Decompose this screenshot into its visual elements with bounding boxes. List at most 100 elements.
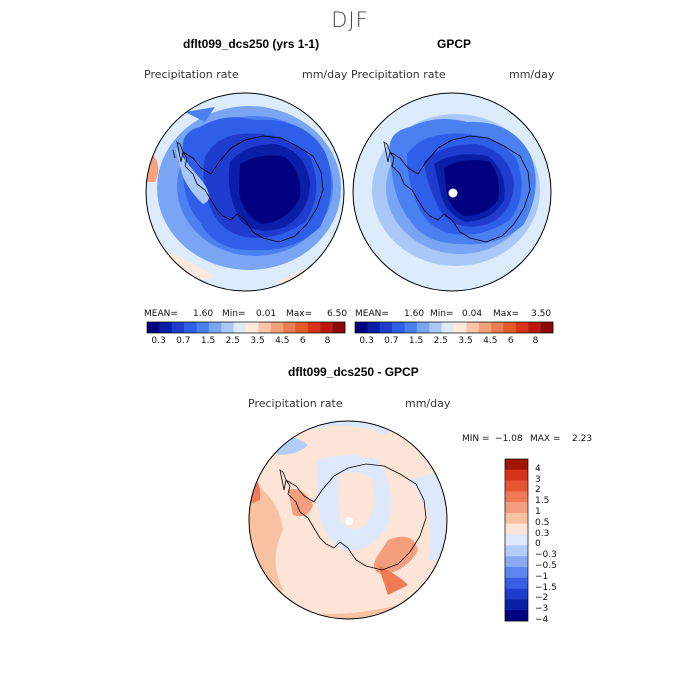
colorbar-swatch — [505, 469, 528, 481]
colorbar-tick-label: 8 — [324, 336, 331, 346]
diff-max-label: MAX = — [530, 434, 561, 444]
obs-max-label: Max= — [493, 309, 520, 319]
colorbar-swatch — [283, 322, 296, 333]
diff-colorbar — [504, 458, 529, 622]
season-title: DJF — [331, 8, 369, 32]
colorbar-tick-label: 4.5 — [275, 336, 290, 346]
colorbar-swatch — [196, 322, 210, 333]
colorbar-tick-label: 2.5 — [225, 336, 240, 346]
obs-colorbar-labels: 0.3 0.7 1.5 2.5 3.5 4.5 6 8 — [355, 336, 553, 348]
colorbar-swatch — [505, 480, 528, 492]
obs-colorbar — [354, 321, 554, 334]
colorbar-tick-label: −2 — [535, 593, 549, 604]
colorbar-swatch — [147, 322, 160, 333]
colorbar-swatch — [505, 567, 528, 579]
diff-polar-map — [248, 420, 448, 620]
model-mean-label: MEAN= — [144, 309, 178, 319]
colorbar-swatch — [429, 322, 442, 333]
colorbar-border — [146, 321, 346, 334]
colorbar-tick-label: 0.3 — [359, 336, 374, 346]
colorbar-tick-label: 6 — [299, 336, 306, 346]
obs-min-label: Min= — [430, 309, 454, 319]
colorbar-tick-label: 8 — [532, 336, 539, 346]
model-min-label: Min= — [222, 309, 246, 319]
colorbar-swatch — [416, 322, 430, 333]
colorbar-tick-label: 0.7 — [384, 336, 399, 346]
colorbar-swatch — [320, 322, 333, 333]
colorbar-tick-label: 4 — [535, 463, 541, 474]
colorbar-tick-label: 6 — [507, 336, 514, 346]
colorbar-swatch — [221, 322, 234, 333]
model-max-label: Max= — [286, 309, 313, 319]
colorbar-swatch — [505, 545, 528, 557]
diff-min-value: −1.08 — [495, 434, 523, 444]
colorbar-swatch — [295, 322, 309, 333]
colorbar-swatch — [505, 459, 528, 471]
colorbar-tick-label: 4.5 — [483, 336, 498, 346]
colorbar-swatch — [332, 322, 346, 333]
colorbar-border — [504, 458, 529, 622]
model-mean-value: 1.60 — [193, 309, 214, 319]
colorbar-tick-label: −0.5 — [535, 561, 557, 571]
diff-panel-title: dflt099_dcs250 - GPCP — [288, 365, 419, 379]
colorbar-tick-label: −1.5 — [535, 582, 557, 593]
obs-min-value: 0.04 — [462, 309, 483, 319]
colorbar-tick-label: 2.5 — [433, 336, 448, 346]
obs-units-label: mm/day — [509, 68, 555, 81]
colorbar-tick-label: 3.5 — [250, 336, 265, 346]
colorbar-swatch — [503, 322, 517, 333]
model-field-label: Precipitation rate — [144, 68, 239, 81]
diff-field-label: Precipitation rate — [248, 397, 343, 410]
colorbar-swatch — [505, 556, 528, 568]
model-max-value: 6.50 — [327, 309, 348, 319]
colorbar-swatch — [233, 322, 247, 333]
colorbar-swatch — [505, 588, 528, 600]
colorbar-swatch — [246, 322, 259, 333]
colorbar-tick-label: −4 — [535, 615, 549, 625]
colorbar-tick-label: 3.5 — [458, 336, 473, 346]
colorbar-swatch — [392, 322, 405, 333]
colorbar-swatch — [171, 322, 185, 333]
model-colorbar-labels: 0.3 0.7 1.5 2.5 3.5 4.5 6 8 — [147, 336, 345, 348]
model-units-label: mm/day — [302, 68, 348, 81]
obs-polar-map — [352, 92, 552, 292]
colorbar-tick-label: 1.5 — [200, 336, 216, 346]
colorbar-tick-label: 3 — [535, 474, 541, 485]
diff-min-label: MIN = — [462, 434, 490, 444]
colorbar-swatch — [505, 534, 528, 546]
colorbar-swatch — [505, 610, 528, 622]
colorbar-tick-label: 1 — [535, 507, 541, 517]
colorbar-tick-label: 1.5 — [408, 336, 424, 346]
obs-field-label: Precipitation rate — [351, 68, 446, 81]
colorbar-swatch — [528, 322, 541, 333]
colorbar-tick-label: 1.5 — [535, 496, 550, 507]
obs-max-value: 3.50 — [531, 309, 552, 319]
model-polar-map — [145, 92, 345, 292]
obs-panel-title: GPCP — [437, 37, 472, 51]
colorbar-swatch — [208, 322, 222, 333]
colorbar-swatch — [404, 322, 418, 333]
obs-mean-value: 1.60 — [404, 309, 425, 319]
colorbar-swatch — [184, 322, 197, 333]
colorbar-tick-label: 2 — [535, 485, 541, 496]
colorbar-swatch — [478, 322, 492, 333]
colorbar-swatch — [159, 322, 173, 333]
colorbar-swatch — [355, 322, 368, 333]
colorbar-tick-label: −3 — [535, 604, 549, 615]
colorbar-swatch — [505, 599, 528, 611]
colorbar-swatch — [367, 322, 381, 333]
colorbar-swatch — [505, 502, 528, 514]
colorbar-swatch — [540, 322, 554, 333]
colorbar-swatch — [505, 523, 528, 535]
colorbar-swatch — [307, 322, 321, 333]
colorbar-swatch — [491, 322, 504, 333]
colorbar-swatch — [505, 513, 528, 525]
model-panel-title: dflt099_dcs250 (yrs 1-1) — [183, 37, 320, 51]
colorbar-border — [354, 321, 554, 334]
colorbar-tick-label: −1 — [535, 571, 549, 582]
colorbar-tick-label: −0.3 — [535, 550, 557, 561]
obs-mean-label: MEAN= — [355, 309, 389, 319]
colorbar-swatch — [270, 322, 284, 333]
colorbar-swatch — [454, 322, 467, 333]
colorbar-tick-label: 0.3 — [151, 336, 166, 346]
